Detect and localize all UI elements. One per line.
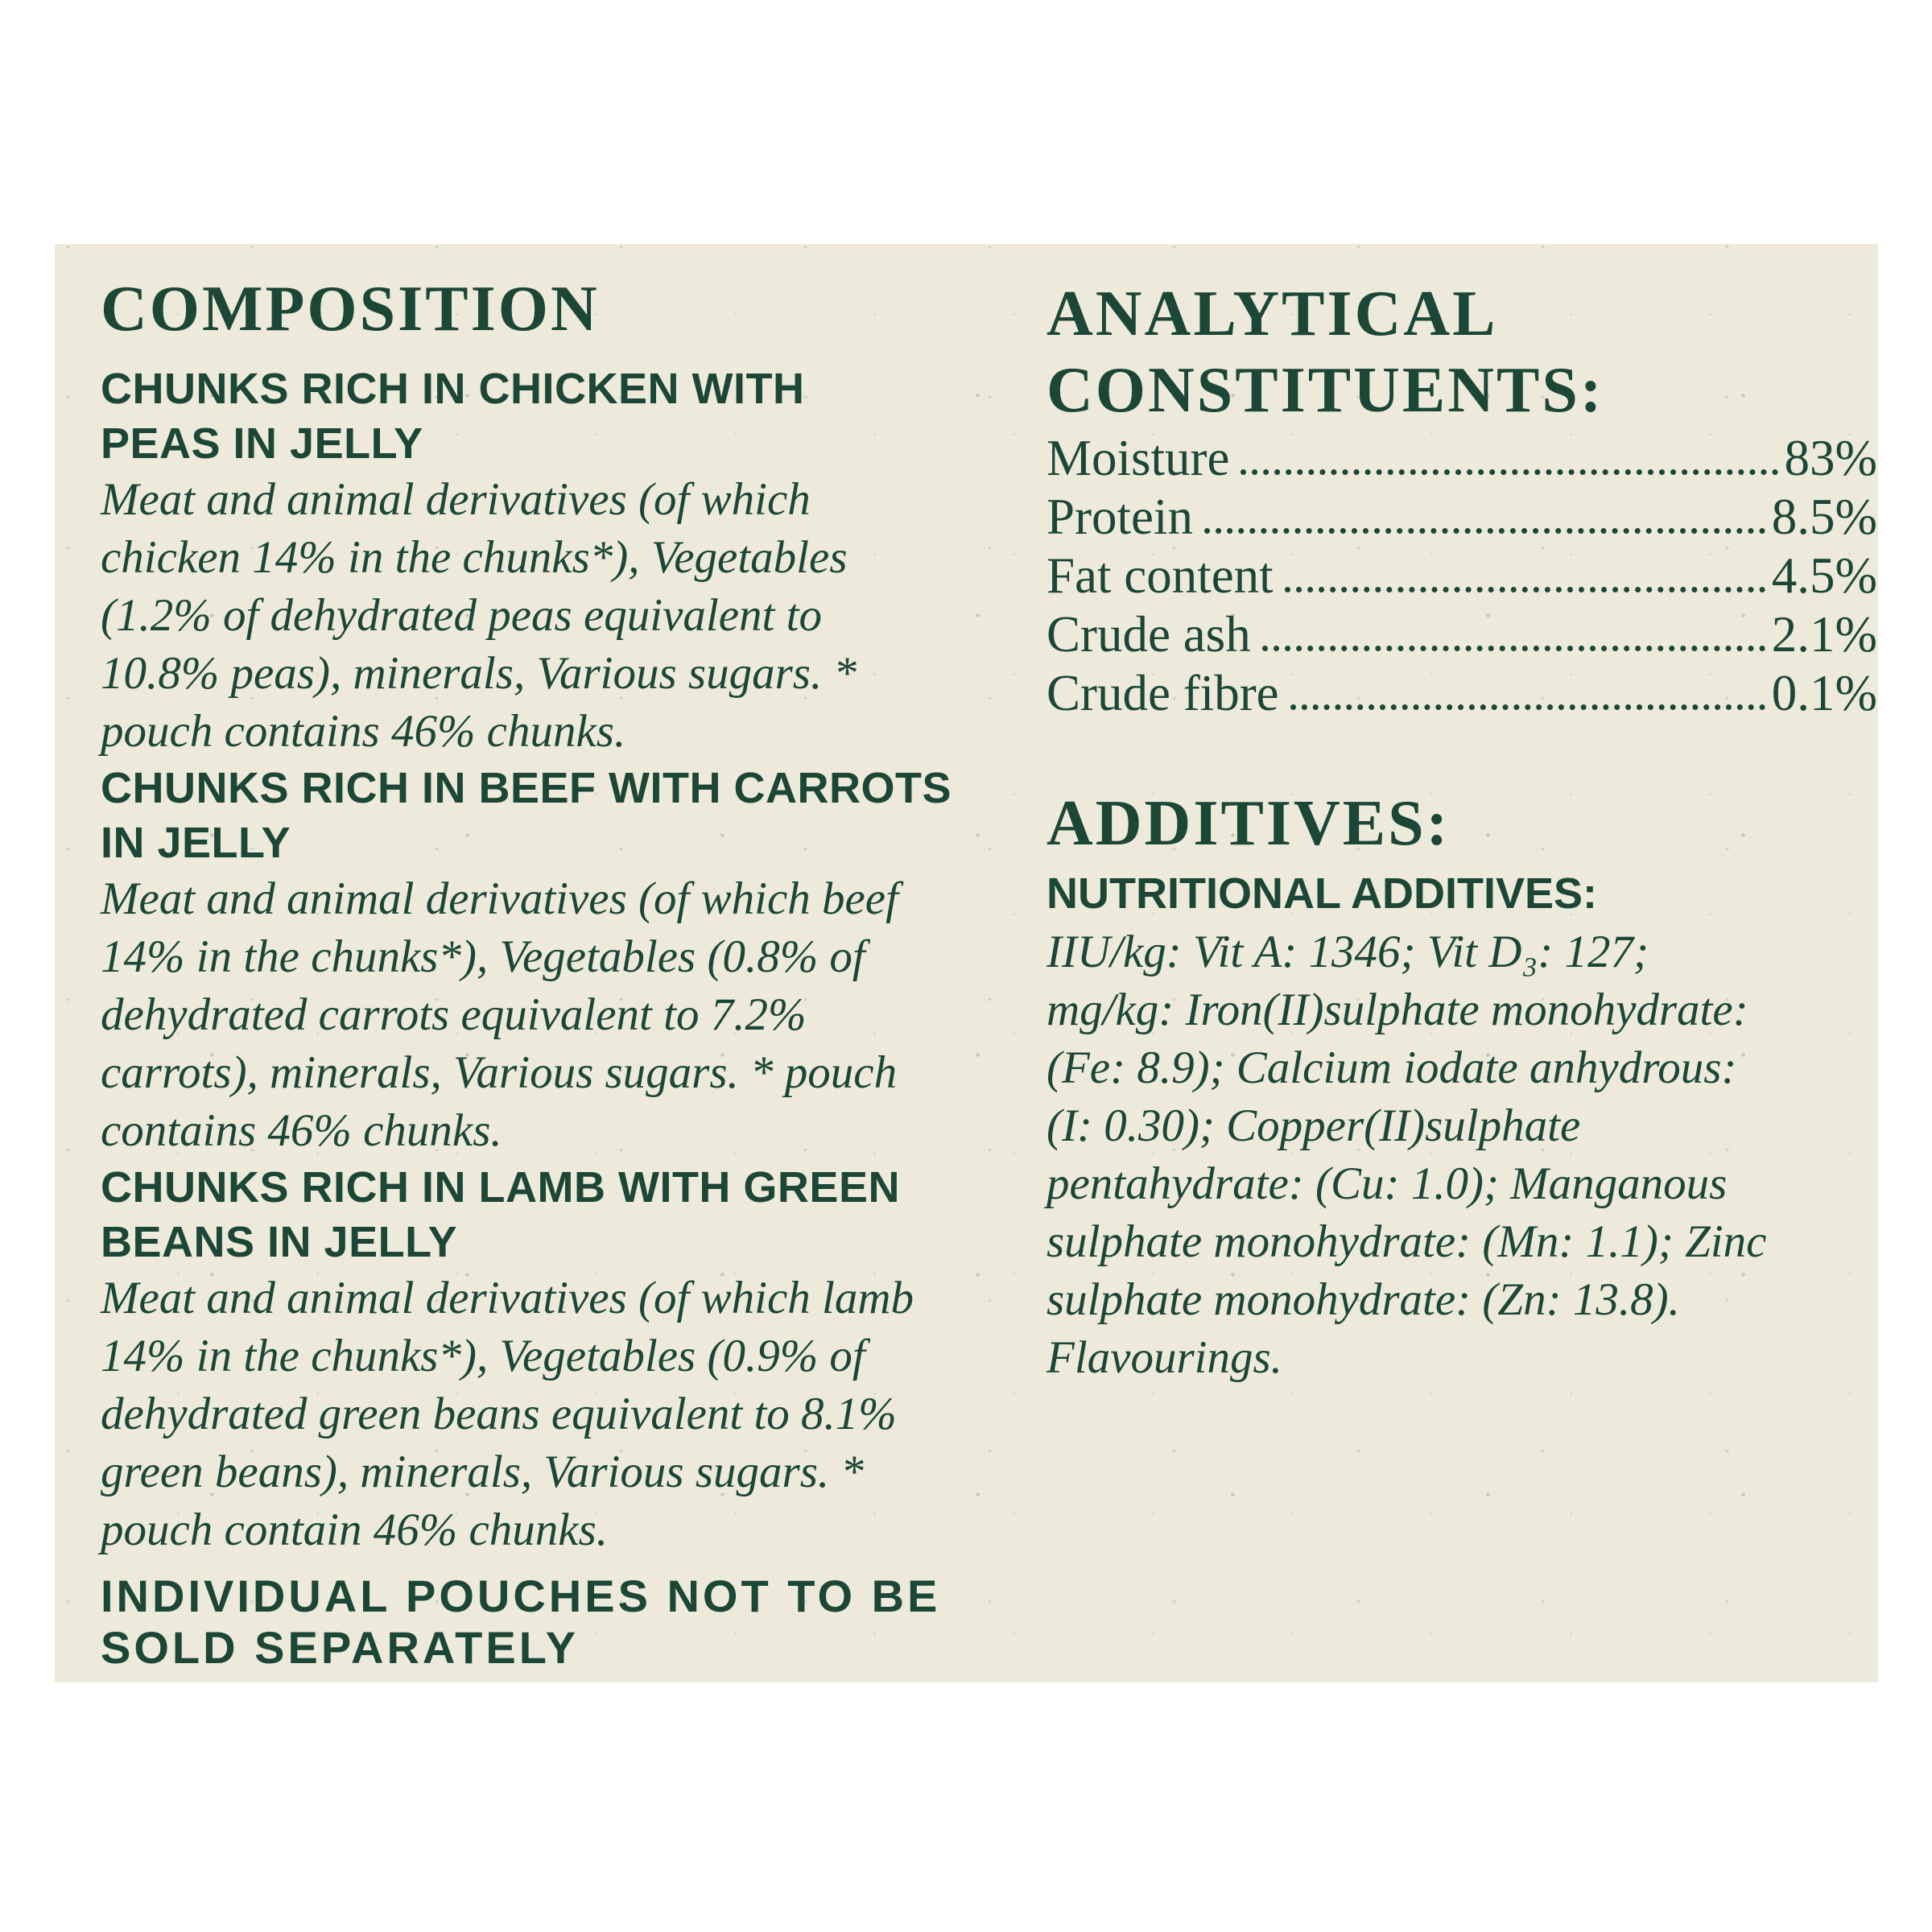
dot-leader (1284, 587, 1765, 592)
additives-line: sulphate monohydrate: (Mn: 1.1); Zinc (1046, 1216, 1767, 1267)
row-value: 4.5% (1771, 547, 1877, 604)
heading-line: BEANS IN JELLY (101, 1218, 458, 1266)
dot-leader (1204, 528, 1765, 534)
ingredients-line: Meat and animal derivatives (of which be… (101, 873, 898, 924)
additives-line: pentahydrate: (Cu: 1.0); Manganous (1046, 1158, 1728, 1209)
dot-leader (1290, 704, 1765, 710)
row-value: 0.1% (1771, 665, 1877, 721)
ingredients-line: 14% in the chunks*), Vegetables (0.8% of (101, 931, 865, 982)
ingredients-line: Meat and animal derivatives (of which (101, 474, 811, 525)
section-body-beef: Meat and animal derivatives (of which be… (101, 870, 1026, 1160)
note-line: SOLD SEPARATELY (101, 1622, 580, 1673)
analytical-title: ANALYTICAL CONSTITUENTS: (1046, 276, 1877, 429)
title-line: ANALYTICAL (1046, 279, 1498, 349)
heading-line: CHUNKS RICH IN LAMB WITH GREEN (101, 1163, 900, 1212)
individual-pouches-note: INDIVIDUAL POUCHES NOT TO BE SOLD SEPARA… (101, 1571, 1026, 1674)
composition-title: COMPOSITION (101, 274, 600, 345)
ingredients-line: carrots), minerals, Various sugars. * po… (101, 1047, 898, 1098)
row-label: Protein (1046, 489, 1193, 545)
row-label: Fat content (1046, 547, 1274, 604)
ingredients-line: green beans), minerals, Various sugars. … (101, 1447, 864, 1497)
analytical-column: ANALYTICAL CONSTITUENTS: Moisture 83% Pr… (1046, 244, 1877, 1387)
ingredients-line: contains 46% chunks. (101, 1105, 502, 1156)
ingredients-line: dehydrated carrots equivalent to 7.2% (101, 989, 807, 1040)
section-heading-lamb: CHUNKS RICH IN LAMB WITH GREEN BEANS IN … (101, 1160, 1026, 1269)
row-value: 2.1% (1771, 606, 1877, 663)
ingredients-line: dehydrated green beans equivalent to 8.1… (101, 1389, 897, 1439)
additives-line: sulphate monohydrate: (Zn: 13.8). (1046, 1274, 1680, 1325)
ingredients-line: 14% in the chunks*), Vegetables (0.9% of (101, 1331, 865, 1381)
additives-title: ADDITIVES: (1046, 788, 1451, 859)
section-body-lamb: Meat and animal derivatives (of which la… (101, 1269, 1026, 1559)
ingredients-line: chicken 14% in the chunks*), Vegetables (101, 532, 848, 583)
table-row: Protein 8.5% (1046, 488, 1877, 547)
heading-line: IN JELLY (101, 819, 291, 867)
additives-line: (Fe: 8.9); Calcium iodate anhydrous: (1046, 1042, 1737, 1093)
section-heading-beef: CHUNKS RICH IN BEEF WITH CARROTS IN JELL… (101, 761, 1026, 870)
additives-line: mg/kg: Iron(II)sulphate monohydrate: (1046, 985, 1748, 1035)
additives-line: (I: 0.30); Copper(II)sulphate (1046, 1100, 1581, 1151)
table-row: Moisture 83% (1046, 429, 1877, 488)
dot-leader (1241, 469, 1778, 475)
additives-body: IIU/kg: Vit A: 1346; Vit D₃: 127; mg/kg:… (1046, 923, 1877, 1387)
table-row: Crude fibre 0.1% (1046, 664, 1877, 723)
ingredients-line: (1.2% of dehydrated peas equivalent to (101, 590, 822, 641)
section-body-chicken: Meat and animal derivatives (of which ch… (101, 471, 1026, 761)
title-line: CONSTITUENTS: (1046, 355, 1604, 426)
row-value: 83% (1784, 430, 1877, 486)
ingredients-line: Meat and animal derivatives (of which la… (101, 1273, 914, 1323)
heading-line: CHUNKS RICH IN BEEF WITH CARROTS (101, 764, 952, 812)
analytical-table: Moisture 83% Protein 8.5% Fat content 4.… (1046, 429, 1877, 723)
section-heading-chicken: CHUNKS RICH IN CHICKEN WITH PEAS IN JELL… (101, 361, 1026, 471)
ingredients-line: pouch contains 46% chunks. (101, 706, 626, 757)
composition-column: COMPOSITION CHUNKS RICH IN CHICKEN WITH … (101, 244, 1026, 1674)
ingredients-line: 10.8% peas), minerals, Various sugars. * (101, 648, 857, 699)
row-label: Crude fibre (1046, 665, 1279, 721)
dot-leader (1261, 646, 1765, 651)
row-value: 8.5% (1771, 489, 1877, 545)
row-label: Moisture (1046, 430, 1230, 486)
nutritional-additives-subtitle: NUTRITIONAL ADDITIVES: (1046, 869, 1597, 918)
heading-line: CHUNKS RICH IN CHICKEN WITH (101, 365, 805, 413)
label-panel: COMPOSITION CHUNKS RICH IN CHICKEN WITH … (55, 244, 1878, 1682)
heading-line: PEAS IN JELLY (101, 419, 423, 468)
note-line: INDIVIDUAL POUCHES NOT TO BE (101, 1571, 941, 1621)
ingredients-line: pouch contain 46% chunks. (101, 1505, 609, 1555)
row-label: Crude ash (1046, 606, 1251, 663)
additives-line: Flavourings. (1046, 1332, 1282, 1383)
table-row: Crude ash 2.1% (1046, 605, 1877, 664)
additives-line: IIU/kg: Vit A: 1346; Vit D₃: 127; (1046, 927, 1649, 977)
table-row: Fat content 4.5% (1046, 547, 1877, 605)
